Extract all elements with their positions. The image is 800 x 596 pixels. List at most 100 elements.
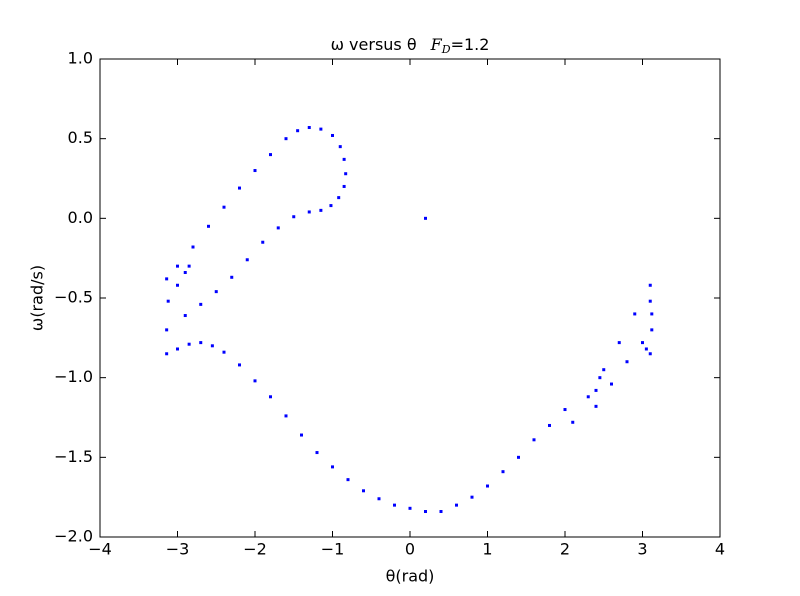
point [331,133,334,137]
y-tick-label: −0.5 [54,288,93,307]
point [532,438,536,442]
y-tick-label: −2.0 [54,527,93,546]
point [183,271,187,275]
point [331,465,334,469]
point [269,153,272,157]
point [307,210,311,214]
point [362,489,365,493]
point [165,352,169,356]
point [284,137,288,141]
point [176,264,179,268]
y-axis-label: ω(rad/s) [28,265,47,331]
point [650,328,654,332]
point [315,451,319,455]
point [586,395,590,399]
x-tick-label: −3 [166,540,190,559]
point [284,414,288,418]
point [276,226,280,230]
y-tick-label: 1.0 [68,49,93,68]
y-tick-label: −1.5 [54,447,93,466]
point [238,363,241,367]
point [648,299,652,303]
point [199,302,203,306]
point [319,208,323,212]
point [338,145,342,149]
plot-area [165,126,654,514]
x-tick-label: 0 [405,540,415,559]
y-tick-label: 0.0 [68,208,93,227]
chart-title: ω versus θ FD=1.2 [331,35,490,57]
title-text: ω versus θ [331,35,417,54]
y-tick-label: 0.5 [68,128,93,147]
point [424,216,427,220]
point [625,360,629,364]
point [610,382,613,386]
point [300,433,303,437]
point [199,341,203,345]
point [393,503,396,507]
point [602,368,606,372]
point [222,205,226,209]
point [296,129,300,133]
point [644,347,648,351]
point [207,224,210,228]
x-tick-label: 2 [560,540,570,559]
point [165,277,169,281]
point [245,258,249,262]
title-symbol: F [430,35,443,54]
point [594,388,598,392]
point [408,506,412,510]
point [337,196,341,200]
x-axis-label: θ(rad) [386,567,435,586]
x-tick-label: 3 [637,540,647,559]
point [648,352,652,356]
point [319,127,323,131]
point [342,184,346,188]
point [346,478,350,482]
point [183,314,187,318]
point [166,299,170,303]
point [594,404,598,408]
point [344,172,348,176]
point [617,341,621,345]
point [187,264,191,268]
point [377,497,381,501]
point [650,312,654,316]
point [633,312,637,316]
title-value: =1.2 [451,35,490,54]
point [548,423,551,427]
point [329,204,333,208]
x-tick-label: 1 [482,540,492,559]
point [191,245,195,249]
point [517,455,520,459]
point [439,510,443,514]
point [269,395,272,399]
point [598,376,602,380]
point [176,347,179,351]
y-tick-label: −1.0 [54,367,93,386]
point [253,169,257,173]
point [238,186,241,190]
point [261,240,265,244]
x-tick-label: −2 [243,540,267,559]
point [641,341,644,345]
point [563,408,567,412]
point [176,283,179,287]
point [214,290,218,294]
point [187,342,191,346]
point [342,157,346,161]
x-tick-label: 4 [715,540,725,559]
point [230,275,234,279]
point [501,470,505,474]
point [253,379,257,383]
title-subscript: D [441,43,451,56]
x-tick-label: −1 [321,540,345,559]
point [455,503,458,507]
point [222,350,226,354]
point [648,283,652,287]
point [292,215,296,219]
point [165,328,169,332]
